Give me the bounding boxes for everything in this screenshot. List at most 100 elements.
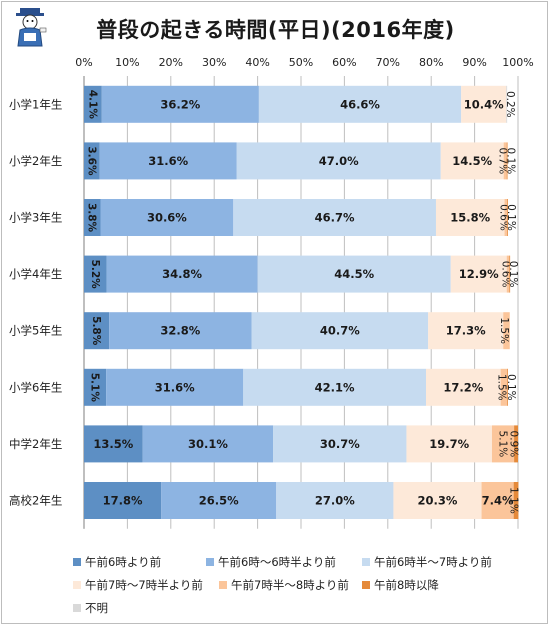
data-label: 17.3% bbox=[446, 324, 486, 338]
data-label: 15.8% bbox=[450, 211, 490, 225]
legend-item: 午前7時～7時半より前 bbox=[73, 577, 203, 593]
bar-segment bbox=[406, 425, 492, 463]
data-label: 46.6% bbox=[340, 97, 380, 111]
data-label: 0.1% bbox=[505, 204, 517, 231]
category-label: 中学2年生 bbox=[9, 437, 62, 451]
data-label: 3.8% bbox=[86, 203, 98, 233]
data-label: 1.5% bbox=[498, 317, 510, 344]
data-label: 10.4% bbox=[464, 97, 504, 111]
legend-item: 午前6時～6時半より前 bbox=[206, 554, 336, 570]
data-label: 36.2% bbox=[160, 97, 200, 111]
bar-segment bbox=[276, 482, 394, 519]
category-label: 高校2年生 bbox=[9, 494, 62, 508]
data-label: 5.1% bbox=[497, 431, 509, 458]
bar-segment bbox=[84, 255, 107, 293]
bar-segment bbox=[507, 199, 508, 236]
bar-segment bbox=[84, 142, 100, 180]
data-label: 5.2% bbox=[89, 260, 101, 290]
bar-segment bbox=[258, 85, 462, 123]
bar-segment bbox=[506, 255, 510, 293]
legend-item: 午前6時半～7時より前 bbox=[362, 554, 492, 570]
data-label: 3.6% bbox=[85, 146, 97, 176]
x-tick-label: 90% bbox=[462, 56, 486, 69]
bar-segment bbox=[236, 142, 441, 180]
bar-segment bbox=[84, 368, 107, 406]
bar-segment bbox=[504, 199, 508, 236]
legend-label: 午前6時～6時半より前 bbox=[218, 555, 336, 569]
data-label: 1.1% bbox=[508, 487, 520, 514]
data-label: 31.6% bbox=[148, 154, 188, 168]
category-label: 小学4年生 bbox=[9, 267, 62, 281]
legend-item: 午前6時より前 bbox=[73, 554, 161, 570]
bar-segment bbox=[257, 255, 451, 293]
data-label: 0.9% bbox=[508, 431, 520, 458]
bar-segment bbox=[109, 312, 252, 350]
legend-item: 午前8時以降 bbox=[362, 577, 439, 593]
bar-segment bbox=[461, 85, 507, 123]
category-label: 小学1年生 bbox=[9, 97, 62, 111]
category-label: 小学5年生 bbox=[9, 324, 62, 338]
data-label: 0.1% bbox=[507, 261, 519, 288]
data-label: 0.1% bbox=[505, 374, 517, 401]
data-label: 30.1% bbox=[188, 437, 228, 451]
legend-label: 午前6時半～7時より前 bbox=[374, 555, 492, 569]
x-tick-label: 80% bbox=[419, 56, 443, 69]
legend-swatch bbox=[362, 581, 370, 589]
bar-segment bbox=[100, 199, 234, 236]
data-label: 0.7% bbox=[497, 148, 509, 175]
bar-segment bbox=[503, 312, 510, 350]
category-label: 小学3年生 bbox=[9, 211, 62, 225]
bar-segment bbox=[142, 425, 274, 463]
bar-segment bbox=[481, 482, 514, 519]
legend-swatch bbox=[206, 558, 214, 566]
data-label: 26.5% bbox=[199, 494, 239, 508]
legend-label: 午前7時～7時半より前 bbox=[85, 578, 203, 592]
x-tick-label: 50% bbox=[289, 56, 313, 69]
bar-segment bbox=[84, 425, 143, 463]
bar-segment bbox=[507, 368, 508, 406]
bar-segment bbox=[393, 482, 482, 519]
data-label: 34.8% bbox=[162, 267, 202, 281]
legend-label: 午前7時半～8時より前 bbox=[231, 578, 349, 592]
legend-item: 午前7時半～8時より前 bbox=[219, 577, 349, 593]
bar-segment bbox=[491, 425, 515, 463]
bar-segment bbox=[84, 312, 110, 350]
category-label: 小学2年生 bbox=[9, 154, 62, 168]
bar-segment bbox=[428, 312, 504, 350]
data-label: 47.0% bbox=[319, 154, 359, 168]
legend-label: 不明 bbox=[85, 601, 108, 615]
legend-swatch bbox=[73, 581, 81, 589]
bar-segment bbox=[106, 368, 244, 406]
bar-segment bbox=[503, 142, 507, 180]
data-label: 12.9% bbox=[459, 267, 499, 281]
mascot-icon bbox=[16, 8, 47, 47]
bar-segment bbox=[440, 142, 504, 180]
x-tick-label: 70% bbox=[376, 56, 400, 69]
x-tick-label: 60% bbox=[332, 56, 356, 69]
bar-segment bbox=[101, 85, 259, 123]
bar-segment bbox=[513, 482, 519, 519]
bar-segment bbox=[509, 255, 511, 293]
data-label: 46.7% bbox=[315, 211, 355, 225]
bar-segment bbox=[450, 255, 507, 293]
data-label: 30.6% bbox=[147, 211, 187, 225]
data-label: 4.1% bbox=[86, 90, 98, 120]
x-tick-label: 100% bbox=[502, 56, 533, 69]
data-label: 0.6% bbox=[500, 261, 512, 288]
data-label: 0.1% bbox=[504, 148, 516, 175]
x-tick-label: 40% bbox=[245, 56, 269, 69]
x-tick-label: 10% bbox=[115, 56, 139, 69]
legend-swatch bbox=[219, 581, 227, 589]
x-tick-label: 0% bbox=[75, 56, 92, 69]
bar-segment bbox=[425, 368, 501, 406]
data-label: 5.8% bbox=[90, 316, 102, 346]
bar-segment bbox=[514, 425, 518, 463]
legend-label: 午前6時より前 bbox=[85, 555, 162, 569]
data-label: 20.3% bbox=[418, 494, 458, 508]
bar-segment bbox=[233, 199, 436, 236]
bar-segment bbox=[251, 312, 429, 350]
data-label: 40.7% bbox=[320, 324, 360, 338]
bar-segment bbox=[243, 368, 426, 406]
